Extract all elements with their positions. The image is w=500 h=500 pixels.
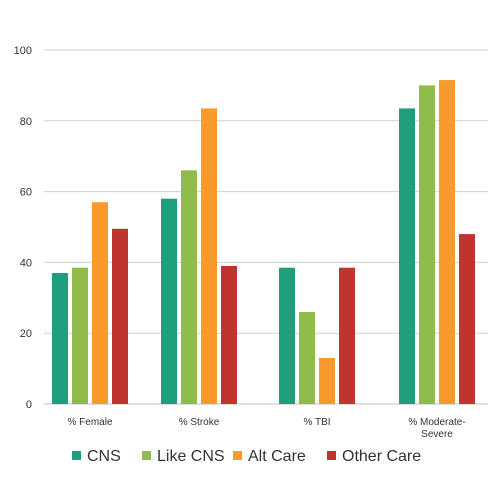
bar-cns [52,273,68,404]
y-tick-label: 60 [20,187,32,199]
bar-cns [399,108,415,404]
y-axis-ticks: 0 20 40 60 80 100 [14,45,32,411]
x-category-label: % TBI [303,417,330,428]
bar-group [279,267,355,404]
legend-label: Alt Care [248,448,306,465]
bar-alt-care [92,202,108,404]
bar-like-cns [419,85,435,405]
x-category-label-line: % TBI [303,417,330,428]
legend: CNS Like CNS Alt Care Other Care [72,448,421,465]
bar-like-cns [181,170,197,404]
legend-label: Other Care [342,448,421,465]
y-tick-label: 80 [20,116,32,128]
legend-label: CNS [87,448,121,465]
bar-group [399,80,475,405]
x-category-label-line: % Female [67,417,112,428]
legend-item: Alt Care [233,448,306,465]
bar-alt-care [201,108,217,404]
x-category-label: % Stroke [179,417,220,428]
y-tick-label: 20 [20,328,32,340]
x-axis-labels: % Female % Stroke % TBI % Moderate-Severe [67,417,465,440]
bar-other-care [459,234,475,404]
bar-alt-care [439,80,455,404]
bar-cns [279,267,295,404]
x-category-label: % Moderate-Severe [408,417,465,440]
bar-like-cns [299,311,315,404]
bar-other-care [112,228,128,404]
x-category-label: % Female [67,417,112,428]
legend-item: Other Care [327,448,421,465]
legend-swatch [142,451,151,460]
y-tick-label: 100 [14,45,32,57]
legend-swatch [327,451,336,460]
x-category-label-line: % Stroke [179,417,220,428]
bar-cns [161,198,177,404]
bar-other-care [339,267,355,404]
bar-group [161,108,237,404]
bar-like-cns [72,267,88,404]
legend-label: Like CNS [157,448,225,465]
y-tick-label: 40 [20,257,32,269]
bar-group [52,202,128,404]
x-category-label-line: Severe [421,429,453,440]
bar-other-care [221,265,237,404]
x-category-label-line: % Moderate- [408,417,465,428]
bars [52,80,475,405]
legend-swatch [233,451,242,460]
legend-swatch [72,451,81,460]
y-tick-label: 0 [26,399,32,411]
bar-alt-care [319,357,335,404]
legend-item: CNS [72,448,121,465]
legend-item: Like CNS [142,448,225,465]
